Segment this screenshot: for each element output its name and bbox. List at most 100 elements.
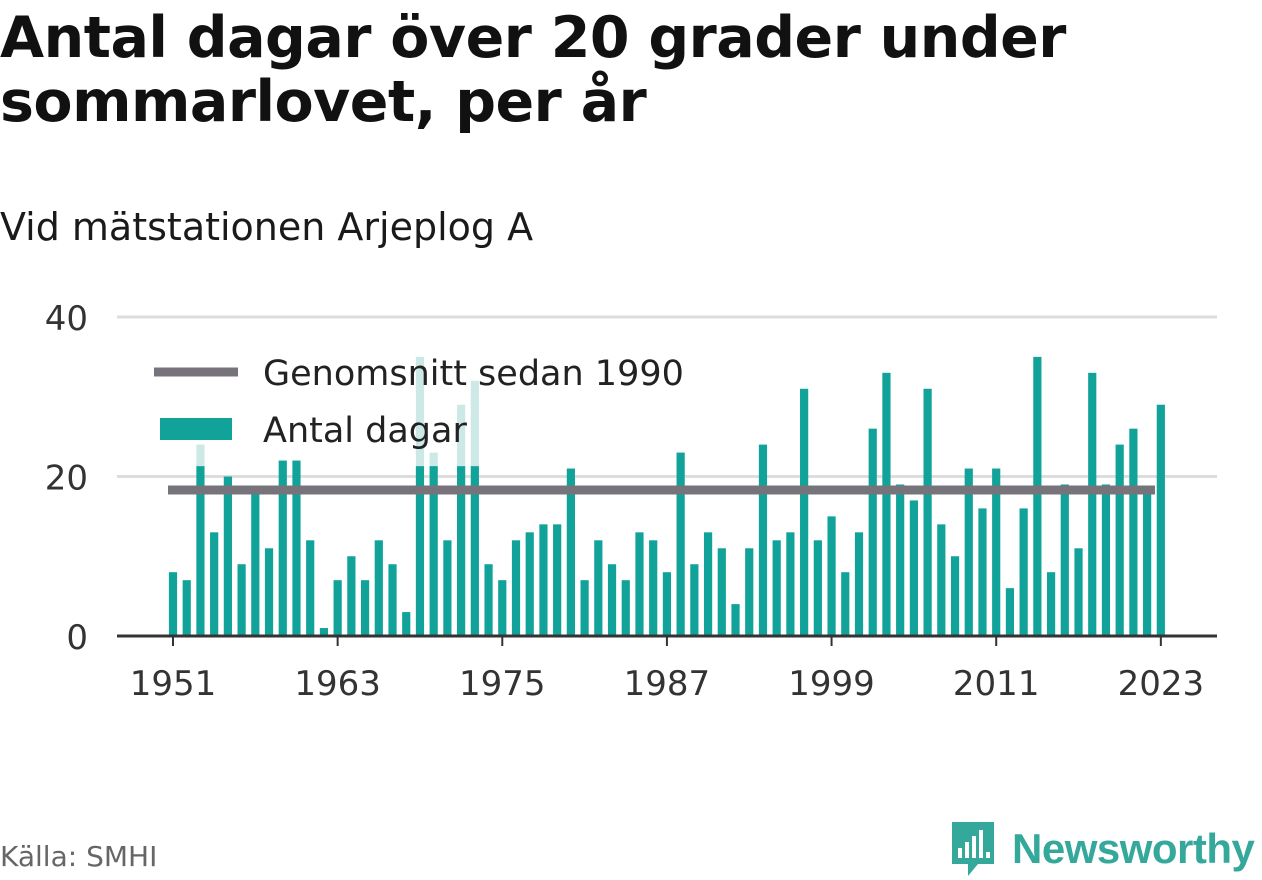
bar: [1143, 492, 1152, 636]
y-tick-label: 20: [45, 459, 88, 499]
bar: [649, 540, 658, 636]
bar: [223, 476, 232, 636]
bar: [758, 444, 768, 636]
bar: [306, 540, 315, 636]
bar: [525, 532, 534, 636]
bar: [854, 532, 864, 636]
bar: [978, 508, 987, 636]
bar: [676, 452, 685, 636]
gridlines: [117, 315, 1217, 478]
x-tick-label: 1975: [459, 664, 546, 704]
bar: [196, 444, 205, 467]
bar: [607, 564, 617, 636]
bar: [813, 540, 822, 636]
bar: [937, 524, 946, 636]
bar: [182, 580, 191, 636]
bar: [1019, 508, 1028, 636]
x-axis: 1951 1963 1975 1987 1999 2011 2023: [117, 634, 1217, 704]
bar: [1156, 404, 1165, 636]
bar: [621, 580, 630, 636]
bars: [168, 356, 1165, 636]
x-tick-label: 1999: [788, 664, 875, 704]
bar: [1060, 484, 1069, 636]
y-axis-ticks: 0 20 40: [45, 299, 88, 658]
bar: [882, 372, 891, 636]
x-tick-label: 1987: [624, 664, 711, 704]
bar: [964, 468, 973, 636]
bar: [731, 604, 740, 636]
bar: [909, 500, 918, 636]
bar: [923, 388, 932, 636]
bar: [827, 516, 836, 636]
bar: [511, 540, 521, 636]
legend-bar-swatch: [160, 418, 232, 440]
bar: [470, 466, 479, 636]
bar: [168, 572, 178, 636]
legend-average-label: Genomsnitt sedan 1990: [263, 354, 684, 394]
bar: [635, 532, 644, 636]
bar: [745, 548, 754, 636]
bar: [292, 460, 301, 636]
bar: [402, 612, 411, 636]
newsworthy-logo-icon: [952, 822, 994, 876]
bar: [717, 548, 726, 636]
bar: [498, 580, 507, 636]
bar: [1005, 588, 1015, 636]
bar: [237, 564, 246, 636]
source-note: Källa: SMHI: [0, 840, 158, 873]
bar: [347, 556, 356, 636]
bar: [800, 388, 809, 636]
bar: [264, 548, 274, 636]
bar: [566, 468, 575, 636]
legend-bar-label: Antal dagar: [263, 411, 467, 451]
bar: [196, 466, 205, 636]
bar: [1129, 428, 1138, 636]
bar: [278, 460, 287, 636]
bar: [539, 524, 548, 636]
bar: [415, 466, 425, 636]
bar: [786, 532, 795, 636]
chart-subtitle: Vid mätstationen Arjeplog A: [0, 205, 534, 249]
x-tick-label: 2011: [953, 664, 1040, 704]
bar: [319, 628, 329, 636]
x-tick-label: 1963: [294, 664, 381, 704]
bar: [1088, 372, 1097, 636]
bar: [360, 580, 370, 636]
bar: [703, 532, 713, 636]
bar: [1046, 572, 1056, 636]
legend: Genomsnitt sedan 1990 Antal dagar: [154, 354, 684, 451]
bar: [429, 466, 438, 636]
bar: [388, 564, 397, 636]
bar: [251, 492, 260, 636]
bar: [210, 532, 219, 636]
bar: [1033, 356, 1042, 636]
brand-name: Newsworthy: [1012, 825, 1255, 872]
bar: [374, 540, 383, 636]
bar: [772, 540, 781, 636]
bar: [690, 564, 699, 636]
bar: [443, 540, 452, 636]
bar: [415, 356, 425, 467]
bar: [457, 404, 466, 467]
bar: [470, 380, 479, 467]
bar: [429, 452, 438, 467]
brand-logo: Newsworthy: [948, 818, 1255, 880]
x-tick-label: 2023: [1118, 664, 1205, 704]
bar: [896, 484, 905, 636]
chart-title: Antal dagar över 20 grader under sommarl…: [0, 5, 1066, 135]
bar: [594, 540, 603, 636]
bar: [484, 564, 493, 636]
bar: [992, 468, 1001, 636]
bar: [1074, 548, 1083, 636]
x-tick-label: 1951: [130, 664, 217, 704]
bar: [662, 572, 672, 636]
bar: [1101, 484, 1111, 636]
y-tick-label: 0: [66, 618, 88, 658]
y-tick-label: 40: [45, 299, 88, 339]
bar: [553, 524, 562, 636]
bar: [580, 580, 589, 636]
bar: [841, 572, 850, 636]
bar: [333, 580, 342, 636]
bar: [868, 428, 877, 636]
